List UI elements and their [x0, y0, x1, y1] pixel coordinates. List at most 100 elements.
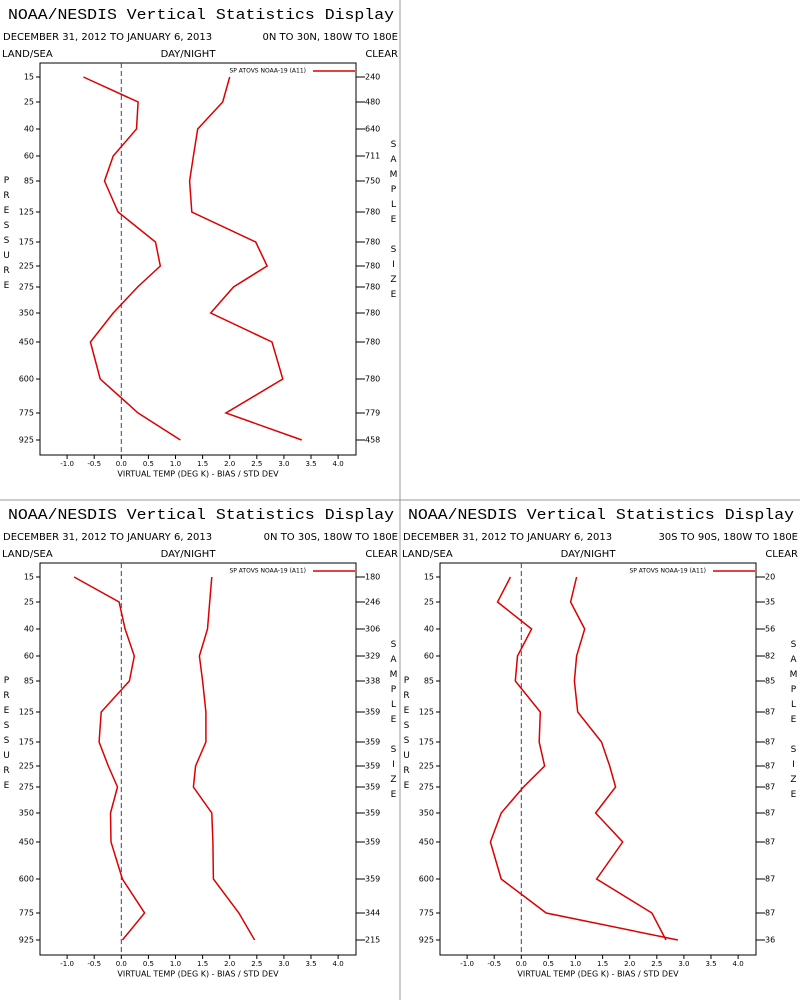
sample-size: 36: [765, 936, 775, 945]
y-tick-label: 60: [24, 152, 34, 161]
plot-frame: [439, 562, 757, 956]
x-tick-label: 2.5: [651, 960, 662, 968]
sample-size: 329: [365, 652, 380, 661]
x-axis-label: VIRTUAL TEMP (DEG K) - BIAS / STD DEV: [117, 470, 279, 479]
sample-size: 780: [365, 208, 380, 217]
y-tick-label: 225: [19, 262, 34, 271]
sample-size: 359: [365, 783, 380, 792]
chart-title: NOAA/NESDIS Vertical Statistics Display: [8, 507, 394, 524]
sample-size: 306: [365, 625, 380, 634]
sample-size: 359: [365, 809, 380, 818]
sample-size: 215: [365, 936, 380, 945]
y-tick-label: 600: [19, 875, 34, 884]
sample-size: 780: [365, 309, 380, 318]
panel: NOAA/NESDIS Vertical Statistics Display D…: [2, 507, 399, 979]
x-tick-label: 2.5: [251, 460, 262, 468]
day-night: DAY/NIGHT: [161, 49, 217, 60]
land-sea: LAND/SEA: [2, 49, 53, 60]
y-tick-label: 175: [419, 738, 434, 747]
sample-size: 87: [765, 909, 775, 918]
y-tick-label: 85: [24, 177, 34, 186]
sample-size: 344: [365, 909, 380, 918]
y2-axis-label: SAMPLE SIZE: [789, 640, 799, 805]
y-tick-label: 15: [24, 573, 34, 582]
sample-size: 87: [765, 738, 775, 747]
sample-size: 779: [365, 409, 380, 418]
y-tick-label: 450: [419, 838, 434, 847]
x-tick-label: 3.0: [278, 960, 289, 968]
x-tick-label: 3.5: [705, 960, 716, 968]
chart-title: NOAA/NESDIS Vertical Statistics Display: [8, 7, 394, 24]
x-tick-label: 4.0: [333, 460, 344, 468]
y-tick-label: 85: [24, 677, 34, 686]
x-tick-label: 1.5: [597, 960, 608, 968]
x-tick-label: -0.5: [87, 460, 101, 468]
x-tick-label: 3.0: [678, 960, 689, 968]
clear: CLEAR: [765, 549, 798, 560]
x-tick-label: 0.5: [143, 960, 154, 968]
plot-frame: [39, 62, 357, 456]
x-tick-label: 2.0: [624, 960, 635, 968]
sample-size: 458: [365, 436, 380, 445]
y-tick-label: 775: [19, 909, 34, 918]
y-tick-label: 25: [24, 598, 34, 607]
y-tick-label: 275: [19, 283, 34, 292]
y-tick-label: 925: [19, 436, 34, 445]
data-line: [83, 76, 181, 441]
legend-label: SP ATOVS NOAA-19 (A11): [229, 68, 306, 75]
x-tick-label: 1.0: [170, 960, 181, 968]
y-tick-label: 350: [19, 309, 34, 318]
sample-size: 246: [365, 598, 380, 607]
data-line: [188, 76, 303, 441]
legend-label: SP ATOVS NOAA-19 (A11): [629, 568, 706, 575]
x-tick-label: -1.0: [60, 460, 74, 468]
sample-size: 480: [365, 98, 380, 107]
y-tick-label: 275: [19, 783, 34, 792]
sample-size: 359: [365, 762, 380, 771]
y-tick-label: 15: [424, 573, 434, 582]
sample-size: 82: [765, 652, 775, 661]
y-axis-label: PRESSURE: [2, 176, 12, 296]
sample-size: 35: [765, 598, 775, 607]
x-tick-label: 2.0: [224, 460, 235, 468]
region: 30S TO 90S, 180W TO 180E: [658, 532, 798, 543]
x-tick-label: -0.5: [487, 960, 501, 968]
data-line: [192, 576, 256, 941]
y-tick-label: 25: [424, 598, 434, 607]
sample-size: 20: [765, 573, 775, 582]
date-range: DECEMBER 31, 2012 TO JANUARY 6, 2013: [403, 532, 612, 543]
sample-size: 338: [365, 677, 380, 686]
sample-size: 359: [365, 875, 380, 884]
clear: CLEAR: [365, 49, 398, 60]
y-tick-label: 40: [24, 625, 34, 634]
x-tick-label: -0.5: [87, 960, 101, 968]
x-tick-label: 3.5: [305, 960, 316, 968]
date-range: DECEMBER 31, 2012 TO JANUARY 6, 2013: [3, 32, 212, 43]
x-tick-label: 1.0: [570, 960, 581, 968]
sample-size: 87: [765, 762, 775, 771]
y-axis-label: PRESSURE: [402, 676, 412, 796]
y-tick-label: 225: [19, 762, 34, 771]
sample-size: 87: [765, 838, 775, 847]
x-tick-label: 2.0: [224, 960, 235, 968]
data-line: [569, 576, 667, 941]
sample-size: 359: [365, 838, 380, 847]
plot-frame: [39, 562, 357, 956]
y-tick-label: 600: [19, 375, 34, 384]
y-tick-label: 15: [24, 73, 34, 82]
sample-size: 87: [765, 708, 775, 717]
x-tick-label: 0.0: [116, 960, 127, 968]
date-range: DECEMBER 31, 2012 TO JANUARY 6, 2013: [3, 532, 212, 543]
panel: NOAA/NESDIS Vertical Statistics Display D…: [402, 507, 799, 979]
y-tick-label: 85: [424, 677, 434, 686]
region: 0N TO 30S, 180W TO 180E: [264, 532, 398, 543]
y-tick-label: 60: [24, 652, 34, 661]
day-night: DAY/NIGHT: [561, 549, 617, 560]
y-tick-label: 125: [19, 208, 34, 217]
y-tick-label: 350: [419, 809, 434, 818]
y-tick-label: 925: [419, 936, 434, 945]
x-axis-label: VIRTUAL TEMP (DEG K) - BIAS / STD DEV: [517, 970, 679, 979]
x-tick-label: -1.0: [460, 960, 474, 968]
land-sea: LAND/SEA: [402, 549, 453, 560]
x-tick-label: 4.0: [333, 960, 344, 968]
